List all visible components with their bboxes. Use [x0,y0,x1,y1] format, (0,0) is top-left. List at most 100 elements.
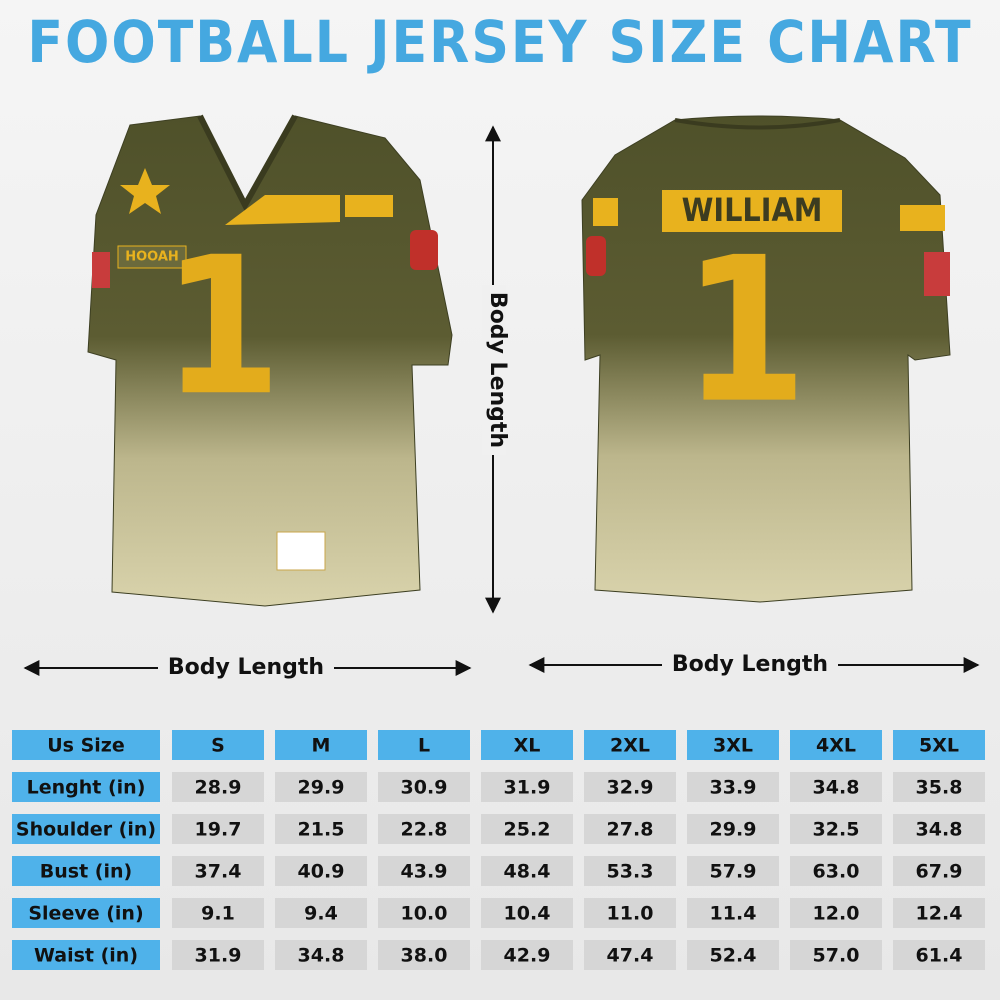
row-label: Waist (in) [34,945,138,967]
table-value: 32.9 [607,777,654,799]
row-label: Sleeve (in) [28,903,143,925]
table-header: S [211,735,225,757]
table-value: 34.8 [813,777,860,799]
jersey-number: 1 [682,215,807,448]
table-value: 34.8 [298,945,345,967]
table-cell [687,772,779,802]
table-value: 21.5 [298,819,345,841]
table-cell [584,772,676,802]
table-cell [481,814,573,844]
table-value: 47.4 [607,945,654,967]
table-cell [275,814,367,844]
table-cell [172,898,264,928]
table-cell [790,730,882,760]
table-value: 29.9 [298,777,345,799]
title: FOOTBALL JERSEY SIZE CHART [27,8,972,76]
table-value: 11.4 [710,903,757,925]
measure-label: Body Length [168,655,324,680]
table-value: 10.0 [401,903,448,925]
table-cell [378,940,470,970]
table-cell [172,940,264,970]
table-cell [12,898,160,928]
table-cell [12,730,160,760]
table-cell [481,856,573,886]
table-value: 61.4 [916,945,963,967]
table-cell [481,730,573,760]
table-cell [584,940,676,970]
table-cell [687,940,779,970]
table-cell [12,856,160,886]
table-cell [584,898,676,928]
measure-label: Body Length [485,292,510,448]
table-value: 43.9 [401,861,448,883]
table-value: 67.9 [916,861,963,883]
table-value: 31.9 [195,945,242,967]
table-cell [790,940,882,970]
name-tag: HOOAH [125,250,179,265]
table-cell [584,730,676,760]
row-label: Lenght (in) [27,777,146,799]
table-cell [790,856,882,886]
table-cell [893,772,985,802]
table-value: 30.9 [401,777,448,799]
table-value: 35.8 [916,777,963,799]
table-cell [893,814,985,844]
table-cell [893,898,985,928]
table-value: 22.8 [401,819,448,841]
table-cell [481,898,573,928]
label-bg [482,285,506,455]
table-value: 19.7 [195,819,242,841]
table-cell [378,856,470,886]
row-label: Shoulder (in) [16,819,156,841]
table-cell [584,814,676,844]
table-cell [172,814,264,844]
table-value: 48.4 [504,861,551,883]
table-value: 29.9 [710,819,757,841]
table-cell [481,772,573,802]
table-cell [172,772,264,802]
table-value: 52.4 [710,945,757,967]
table-value: 37.4 [195,861,242,883]
table-value: 63.0 [813,861,860,883]
table-cell [687,856,779,886]
table-cell [378,772,470,802]
table-cell [687,730,779,760]
table-cell [275,856,367,886]
table-cell [172,730,264,760]
table-value: 34.8 [916,819,963,841]
table-cell [790,814,882,844]
table-value: 33.9 [710,777,757,799]
table-cell [172,856,264,886]
table-value: 40.9 [298,861,345,883]
table-value: 28.9 [195,777,242,799]
table-header: 2XL [610,735,650,757]
table-cell [275,730,367,760]
jersey-number: 1 [163,216,282,437]
table-cell [790,772,882,802]
table-cell [687,898,779,928]
table-cell [12,940,160,970]
table-value: 9.1 [201,903,235,925]
table-value: 12.4 [916,903,963,925]
table-value: 57.9 [710,861,757,883]
table-cell [275,772,367,802]
table-value: 11.0 [607,903,654,925]
table-value: 9.4 [304,903,338,925]
table-cell [378,814,470,844]
jersey-front: HOOAH 1 [87,114,453,607]
table-cell [481,940,573,970]
table-header: L [418,735,430,757]
table-value: 31.9 [504,777,551,799]
table-cell [12,772,160,802]
table-header: 3XL [713,735,753,757]
table-header: 4XL [816,735,856,757]
table-value: 10.4 [504,903,551,925]
table-cell [893,940,985,970]
measure-label: Body Length [672,652,828,677]
table-value: 32.5 [813,819,860,841]
table-header: M [312,735,331,757]
table-cell [893,856,985,886]
table-cell [275,940,367,970]
